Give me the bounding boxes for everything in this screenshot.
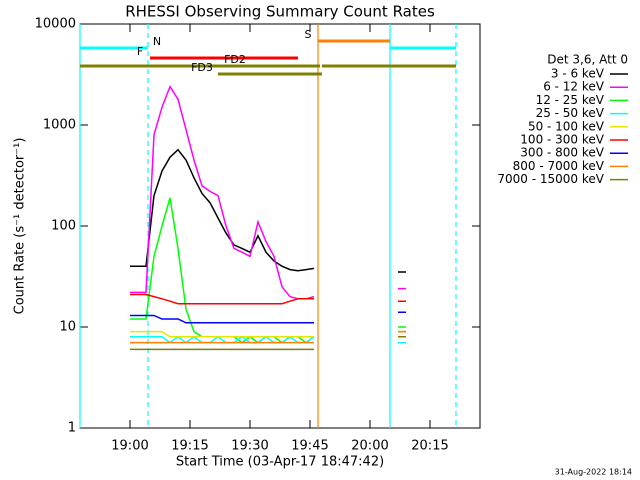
y-tick-label: 10000: [35, 17, 76, 32]
legend-label: 6 - 12 keV: [543, 80, 605, 94]
y-tick-label: 10: [59, 320, 76, 335]
series-line: [130, 335, 406, 344]
flag-label: FD2: [224, 53, 246, 66]
flag-label: F: [137, 45, 143, 58]
flag-label: FD3: [191, 61, 213, 74]
y-tick-label: 100: [51, 219, 76, 234]
flag-label: N: [153, 35, 161, 48]
x-tick-label: 19:45: [291, 439, 328, 454]
y-axis-label: Count Rate (s⁻¹ detector⁻¹): [13, 138, 28, 315]
x-axis-label: Start Time (03-Apr-17 18:47:42): [176, 455, 384, 470]
legend-label: 300 - 800 keV: [520, 146, 604, 160]
series-line: [130, 330, 406, 344]
legend-title: Det 3,6, Att 0: [547, 53, 628, 67]
series-line: [130, 197, 406, 344]
x-tick-label: 19:30: [231, 439, 268, 454]
legend-label: 12 - 25 keV: [536, 93, 605, 107]
x-tick-label: 19:00: [111, 439, 148, 454]
flag-label: S: [305, 28, 312, 41]
legend-label: 50 - 100 keV: [528, 119, 605, 133]
y-tick-label: 1: [68, 421, 76, 436]
series-line: [130, 84, 406, 300]
x-tick-label: 19:15: [171, 439, 208, 454]
series-line: [130, 311, 406, 324]
legend-label: 3 - 6 keV: [551, 67, 605, 81]
x-tick-label: 20:00: [351, 439, 388, 454]
series-line: [130, 293, 406, 305]
series-line: [130, 330, 406, 338]
series-line: [130, 148, 406, 273]
legend-label: 100 - 300 keV: [520, 133, 604, 147]
footer-date: 31-Aug-2022 18:14: [555, 468, 632, 477]
y-tick-label: 1000: [43, 118, 76, 133]
x-tick-label: 20:15: [411, 439, 448, 454]
chart-title: RHESSI Observing Summary Count Rates: [125, 3, 435, 21]
legend-label: 7000 - 15000 keV: [497, 172, 604, 186]
series-line: [130, 336, 406, 351]
legend-label: 25 - 50 keV: [536, 106, 605, 120]
plot-frame: [79, 23, 481, 429]
legend-label: 800 - 7000 keV: [513, 159, 605, 173]
